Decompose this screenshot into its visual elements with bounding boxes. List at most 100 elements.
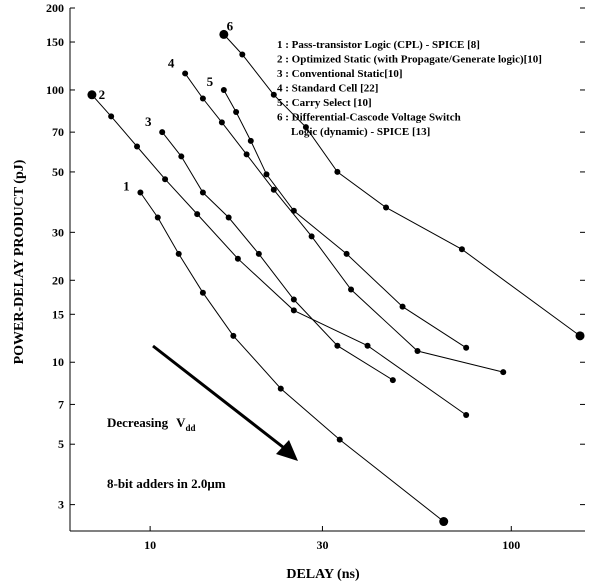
data-point bbox=[334, 342, 341, 349]
data-point bbox=[383, 204, 390, 211]
series-label-3: 3 bbox=[145, 114, 152, 129]
data-point bbox=[199, 95, 206, 102]
x-ticks: 10 30 100 bbox=[144, 526, 520, 552]
data-point bbox=[247, 137, 254, 144]
data-point bbox=[290, 296, 297, 303]
data-point bbox=[463, 412, 470, 419]
data-point bbox=[458, 246, 465, 253]
series-label-1: 1 bbox=[123, 179, 130, 194]
y-tick-label: 15 bbox=[52, 307, 64, 321]
data-point bbox=[175, 250, 182, 257]
series-line-5 bbox=[223, 89, 467, 349]
data-point bbox=[220, 86, 227, 93]
x-tick-label: 30 bbox=[316, 538, 328, 552]
data-point bbox=[225, 214, 232, 221]
y-axis-title: POWER-DELAY PRODUCT (pJ) bbox=[12, 159, 27, 364]
data-point bbox=[270, 91, 277, 98]
legend-entry: 6 : Differential-Cascode Voltage Switch bbox=[277, 112, 461, 124]
y-tick-label: 70 bbox=[52, 125, 64, 139]
data-point bbox=[290, 307, 297, 314]
data-point bbox=[277, 385, 284, 392]
legend-entry: Logic (dynamic) - SPICE [13] bbox=[291, 126, 430, 138]
data-point bbox=[270, 186, 277, 193]
data-point bbox=[414, 347, 421, 354]
data-point bbox=[154, 214, 161, 221]
series-line-6 bbox=[223, 34, 581, 337]
y-tick-label: 3 bbox=[58, 498, 64, 512]
series-2: 2 bbox=[87, 87, 470, 419]
data-point bbox=[263, 171, 270, 178]
data-point bbox=[108, 113, 115, 120]
data-point bbox=[233, 108, 240, 115]
data-point bbox=[255, 250, 262, 257]
data-point bbox=[389, 377, 396, 384]
data-point bbox=[159, 129, 166, 136]
data-point bbox=[218, 119, 225, 126]
decreasing-label-text: Decreasing bbox=[107, 415, 169, 430]
y-tick-label: 50 bbox=[52, 165, 64, 179]
x-axis-title: DELAY (ns) bbox=[286, 567, 360, 582]
series-label-6: 6 bbox=[227, 18, 234, 33]
legend-entry: 2 : Optimized Static (with Propagate/Gen… bbox=[277, 54, 542, 66]
y-tick-label: 7 bbox=[58, 397, 64, 411]
data-point bbox=[343, 250, 350, 257]
y-tick-label: 10 bbox=[52, 355, 64, 369]
series-3: 3 bbox=[145, 114, 396, 384]
adder-caption-text: 8-bit adders in 2.0 bbox=[107, 476, 207, 491]
data-point bbox=[364, 342, 371, 349]
data-point bbox=[87, 90, 97, 100]
y-tick-label: 100 bbox=[46, 83, 64, 97]
data-point bbox=[199, 289, 206, 296]
series-5: 5 bbox=[207, 74, 470, 351]
series-4: 4 bbox=[168, 55, 507, 376]
data-point bbox=[348, 286, 355, 293]
y-tick-label: 20 bbox=[52, 273, 64, 287]
series-line-1 bbox=[139, 192, 445, 522]
y-tick-label: 5 bbox=[58, 437, 64, 451]
vdd-subscript: dd bbox=[186, 423, 196, 433]
data-point bbox=[162, 176, 169, 183]
adder-caption: 8-bit adders in 2.0μm bbox=[107, 476, 226, 491]
series-label-2: 2 bbox=[99, 87, 106, 102]
series-group: 1 2 3 4 5 6 bbox=[87, 18, 585, 527]
data-point bbox=[399, 303, 406, 310]
series-1: 1 bbox=[123, 179, 449, 527]
data-point bbox=[194, 211, 201, 218]
micron-unit: μm bbox=[207, 476, 225, 491]
vdd-symbol: V bbox=[176, 415, 186, 430]
data-point bbox=[439, 517, 449, 527]
data-point bbox=[575, 331, 585, 341]
y-tick-label: 30 bbox=[52, 225, 64, 239]
series-line-2 bbox=[91, 94, 467, 416]
y-tick-label: 150 bbox=[46, 35, 64, 49]
decreasing-vdd-arrow-shaft bbox=[152, 344, 289, 453]
data-point bbox=[134, 143, 141, 150]
decreasing-vdd-arrowhead bbox=[276, 440, 298, 461]
annotation: Decreasing Vdd 8-bit adders in 2.0μm bbox=[107, 344, 298, 491]
data-point bbox=[308, 233, 315, 240]
data-point bbox=[500, 369, 507, 376]
data-point bbox=[178, 153, 185, 160]
data-point bbox=[199, 189, 206, 196]
series-label-5: 5 bbox=[207, 74, 214, 89]
legend-entry: 1 : Pass-transistor Logic (CPL) - SPICE … bbox=[277, 39, 480, 51]
data-point bbox=[302, 124, 309, 131]
data-point bbox=[219, 29, 229, 39]
data-point bbox=[336, 436, 343, 443]
series-label-4: 4 bbox=[168, 55, 175, 70]
x-tick-label: 100 bbox=[502, 538, 520, 552]
data-point bbox=[239, 51, 246, 58]
data-point bbox=[334, 168, 341, 175]
data-point bbox=[234, 255, 241, 262]
data-point bbox=[463, 344, 470, 351]
legend-entry: 5 : Carry Select [10] bbox=[277, 97, 372, 109]
data-point bbox=[137, 189, 144, 196]
x-tick-label: 10 bbox=[144, 538, 156, 552]
legend-entry: 3 : Conventional Static[10] bbox=[277, 68, 403, 80]
data-point bbox=[243, 151, 250, 158]
y-tick-label: 200 bbox=[46, 1, 64, 15]
legend: 1 : Pass-transistor Logic (CPL) - SPICE … bbox=[277, 39, 542, 138]
data-point bbox=[182, 70, 189, 77]
